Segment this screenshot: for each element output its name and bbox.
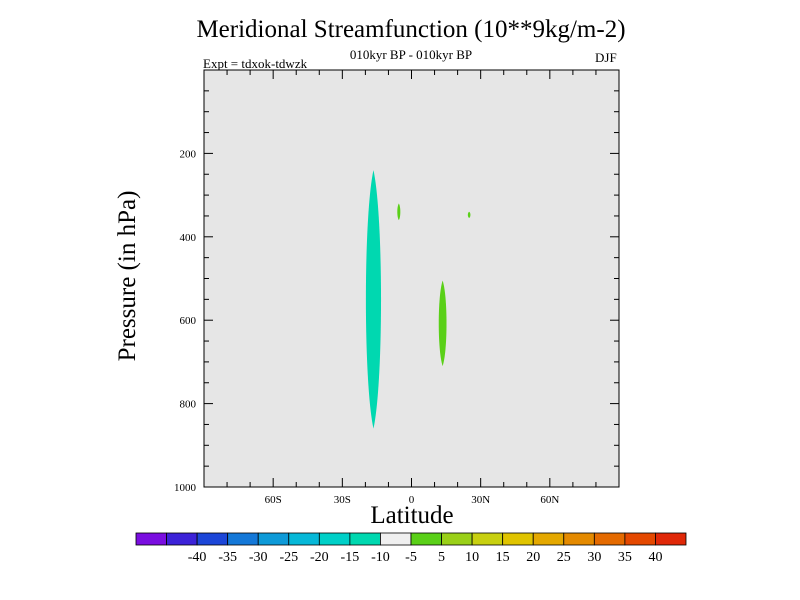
colorbar-swatch bbox=[563, 532, 595, 546]
colorbar-label: 30 bbox=[587, 550, 601, 565]
colorbar-label: 25 bbox=[557, 550, 571, 565]
colorbar-label: -40 bbox=[188, 550, 207, 565]
colorbar-label: 15 bbox=[496, 550, 510, 565]
colorbar-label: -10 bbox=[371, 550, 390, 565]
colorbar-swatch bbox=[349, 532, 381, 546]
colorbar-label: -35 bbox=[218, 550, 237, 565]
x-tick-label: 60N bbox=[540, 494, 559, 506]
colorbar-label: -15 bbox=[341, 550, 360, 565]
colorbar-swatch bbox=[196, 532, 229, 546]
colorbar-swatch bbox=[318, 532, 351, 546]
colorbar-swatch bbox=[166, 532, 198, 546]
contour-cell-nh bbox=[438, 280, 447, 367]
season-label: DJF bbox=[595, 50, 617, 65]
colorbar-swatch bbox=[441, 532, 473, 546]
colorbar-swatch bbox=[257, 532, 290, 546]
x-tick-label: 30S bbox=[334, 494, 351, 506]
chart-title: Meridional Streamfunction (10**9kg/m-2) bbox=[196, 16, 626, 43]
x-axis-label: Latitude bbox=[370, 502, 454, 529]
y-tick-label: 600 bbox=[180, 315, 197, 327]
chart-subtitle: 010kyr BP - 010kyr BP bbox=[349, 47, 473, 62]
colorbar-swatch bbox=[532, 532, 565, 546]
experiment-label: Expt = tdxok-tdwzk bbox=[203, 56, 308, 71]
colorbar-swatch bbox=[624, 532, 656, 546]
colorbar-label: 40 bbox=[648, 550, 662, 565]
colorbar-swatch bbox=[655, 532, 687, 546]
colorbar-swatch bbox=[288, 532, 320, 546]
colorbar-label: 35 bbox=[618, 550, 632, 565]
colorbar-swatch bbox=[380, 532, 412, 546]
y-tick-label: 400 bbox=[180, 232, 197, 244]
x-tick-label: 60S bbox=[265, 494, 282, 506]
plot-area bbox=[204, 70, 619, 487]
x-tick-label: 30N bbox=[471, 494, 490, 506]
colorbar-label: -20 bbox=[310, 550, 329, 565]
contour-blob-a bbox=[397, 203, 401, 221]
contour-cell-sh bbox=[365, 170, 382, 429]
colorbar-swatch bbox=[471, 532, 504, 546]
colorbar-swatch bbox=[502, 532, 534, 546]
colorbar-swatch bbox=[135, 532, 167, 546]
contour-fills bbox=[365, 170, 471, 429]
y-tick-label: 1000 bbox=[174, 482, 197, 494]
colorbar-swatch bbox=[227, 532, 259, 546]
colorbar-label: 5 bbox=[438, 550, 445, 565]
colorbar: -40 -35 -30 -25 -20 -15 -10 -5 5 10 15 20 25 30 35 40 bbox=[135, 532, 687, 565]
plot-frame bbox=[203, 69, 620, 488]
x-tick-label: 0 bbox=[409, 494, 415, 506]
colorbar-label: -25 bbox=[279, 550, 298, 565]
colorbar-label: 20 bbox=[526, 550, 540, 565]
colorbar-swatch bbox=[410, 532, 442, 546]
colorbar-label: 10 bbox=[465, 550, 479, 565]
contour-blob-b bbox=[467, 211, 471, 219]
y-tick-label: 200 bbox=[180, 148, 197, 160]
colorbar-label: -5 bbox=[405, 550, 417, 565]
colorbar-swatch bbox=[593, 532, 626, 546]
colorbar-label: -30 bbox=[249, 550, 268, 565]
y-tick-label: 800 bbox=[180, 399, 197, 411]
